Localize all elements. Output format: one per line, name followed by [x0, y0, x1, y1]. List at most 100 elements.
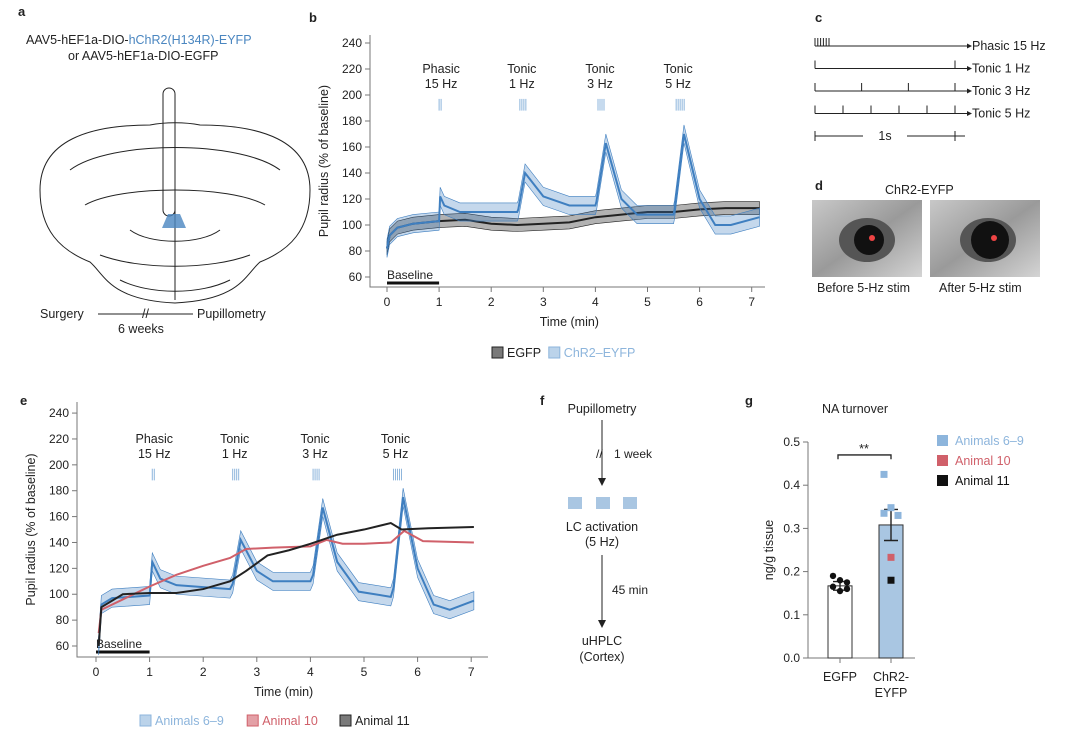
timeline-end: Pupillometry	[197, 307, 267, 321]
legend-swatch	[548, 346, 561, 359]
y-tick-label: 0.2	[783, 565, 800, 579]
stim-label-freq: 3 Hz	[587, 77, 613, 91]
y-tick-label: 200	[49, 458, 69, 472]
bar-0	[827, 585, 853, 659]
legend-label: Animal 11	[955, 474, 1010, 488]
y-tick-label: 100	[342, 218, 362, 232]
y-tick-label: 0.5	[783, 435, 800, 449]
series-line-1	[97, 529, 474, 634]
chart-title: NA turnover	[822, 402, 888, 416]
data-point	[843, 585, 851, 593]
x-tick-label: 6	[414, 665, 421, 679]
y-tick-label: 160	[342, 140, 362, 154]
series-line-0	[97, 496, 475, 647]
stim-label-freq: 5 Hz	[383, 447, 409, 461]
data-point	[836, 577, 844, 584]
y-tick-label: 220	[49, 432, 69, 446]
panel-label-g: g	[745, 393, 753, 408]
train-label: Tonic 3 Hz	[972, 84, 1030, 98]
y-tick-label: 60	[56, 639, 70, 653]
legend-label: Animal 10	[955, 454, 1011, 468]
y-tick-label: 80	[349, 244, 363, 258]
chart-b-pupil-radius: 60 80 100 120 140 160 180 200 220 240 0 1 2 3 4 5 6 7 Time…	[317, 35, 765, 360]
y-tick-label: 120	[49, 561, 69, 575]
y-tick-label: 0.1	[783, 608, 800, 622]
series-line-1	[386, 133, 760, 249]
significance-label: **	[859, 442, 869, 456]
arrowhead-icon	[598, 620, 606, 628]
arrowhead-icon	[967, 88, 972, 94]
step-uhplc: uHPLC	[582, 634, 622, 648]
eye-photo-after	[930, 200, 1040, 277]
data-point	[887, 504, 895, 512]
series-line-2	[97, 522, 474, 647]
panel-label-d: d	[815, 178, 823, 193]
baseline-label: Baseline	[96, 637, 142, 651]
x-tick-label: 1	[436, 295, 443, 309]
y-tick-label: 120	[342, 192, 362, 206]
step-pupillometry: Pupillometry	[568, 402, 638, 416]
x-tick-label: 7	[468, 665, 475, 679]
stim-block-icon	[596, 497, 610, 509]
y-tick-label: 0.3	[783, 521, 800, 535]
y-tick-label: 180	[342, 114, 362, 128]
virus-label-1: AAV5-hEF1a-DIO-hChR2(H134R)-EYFP	[26, 33, 252, 47]
stim-block-icon	[568, 497, 582, 509]
data-point	[880, 470, 888, 478]
panel-label-f: f	[540, 393, 545, 408]
stim-label: Tonic	[585, 62, 614, 76]
timeline-start: Surgery	[40, 307, 85, 321]
axes	[76, 402, 488, 658]
step-uhplc-region: (Cortex)	[579, 650, 624, 664]
panel-d-title: ChR2-EYFP	[885, 183, 954, 197]
stim-label-freq: 15 Hz	[425, 77, 458, 91]
y-tick-label: 160	[49, 510, 69, 524]
chart-e-pupil-radius-individual: 60 80 100 120 140 160 180 200 220 240 0 1 2 3 4 5 6 7 Time…	[24, 402, 488, 728]
train-label: Phasic 15 Hz	[972, 39, 1046, 53]
data-point	[829, 572, 837, 580]
y-tick-label: 240	[342, 36, 362, 50]
legend-swatch	[937, 475, 948, 486]
scale-bar	[814, 131, 965, 141]
series-sem-band-0	[98, 488, 475, 656]
step-lc-activation: LC activation	[566, 520, 638, 534]
arrowhead-icon	[967, 43, 972, 49]
axes	[369, 35, 765, 288]
chart-g-na-turnover: NA turnover 0.0 0.1 0.2 0.3 0.4 0.5 ng/g tissue…	[762, 402, 1024, 700]
x-tick-label: 0	[384, 295, 391, 309]
x-tick-label: 3	[540, 295, 547, 309]
stim-label: Phasic	[136, 432, 174, 446]
train-label: Tonic 1 Hz	[972, 62, 1030, 76]
before-label: Before 5-Hz stim	[817, 281, 910, 295]
optic-fiber-icon	[162, 87, 176, 217]
significance-bracket	[837, 454, 892, 460]
panel-label-a: a	[18, 4, 26, 19]
panel-label-b: b	[309, 10, 317, 25]
x-tick-label: EYFP	[875, 686, 908, 700]
baseline-label: Baseline	[387, 268, 433, 282]
y-tick-label: 200	[342, 88, 362, 102]
y-tick-label: 220	[342, 62, 362, 76]
legend-swatch	[491, 346, 504, 359]
x-axis-label: Time (min)	[540, 315, 599, 329]
stim-label: Tonic	[300, 432, 329, 446]
legend-swatch	[339, 714, 352, 727]
legend-swatch	[246, 714, 259, 727]
panel-d: ChR2-EYFP Before 5-Hz stim After 5-Hz st…	[812, 183, 1040, 295]
y-tick-label: 0.4	[783, 478, 800, 492]
interval-45-min: 45 min	[612, 583, 648, 597]
brain-section-illustration	[39, 87, 311, 304]
stim-label-freq: 1 Hz	[509, 77, 535, 91]
stim-label: Tonic	[507, 62, 536, 76]
timeline-break-icon: //	[142, 307, 149, 321]
x-tick-label: 3	[253, 665, 260, 679]
x-tick-label: 7	[748, 295, 755, 309]
stim-label: Tonic	[381, 432, 410, 446]
after-label: After 5-Hz stim	[939, 281, 1022, 295]
y-axis-label: Pupil radius (% of baseline)	[24, 453, 38, 605]
x-tick-label: ChR2-	[873, 670, 909, 684]
y-tick-label: 140	[49, 535, 69, 549]
x-tick-label: 2	[200, 665, 207, 679]
stim-label: Phasic	[422, 62, 460, 76]
